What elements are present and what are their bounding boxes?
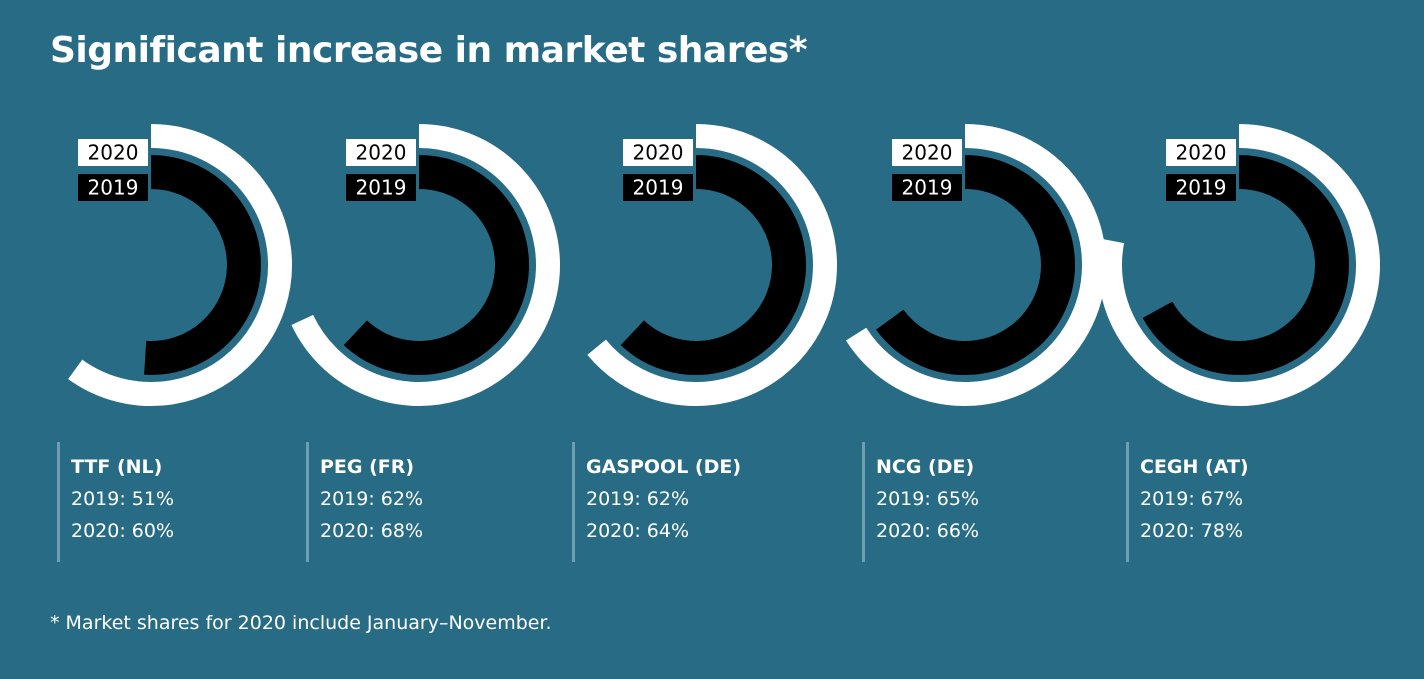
share-2020: 2020: 60%	[71, 520, 175, 542]
market-info: TTF (NL) 2019: 51% 2020: 60%	[57, 442, 174, 562]
legend-label-2020-text: 2020	[356, 141, 407, 165]
legend-label-2019: 2019	[892, 174, 962, 201]
market-name: NCG (DE)	[876, 456, 975, 478]
legend-label-2019-text: 2019	[88, 176, 139, 200]
legend-label-2019: 2019	[1166, 174, 1236, 201]
footnote: * Market shares for 2020 include January…	[50, 612, 552, 634]
share-2020: 2020: 64%	[586, 520, 690, 542]
market-name: TTF (NL)	[71, 456, 163, 478]
arc-2020	[291, 124, 560, 406]
legend-label-2019: 2019	[346, 174, 416, 201]
radial-chart: 2020 2019	[68, 124, 292, 406]
legend-label-2019-text: 2019	[1176, 176, 1227, 200]
legend-label-2020: 2020	[623, 139, 693, 166]
chart-title: Significant increase in market shares*	[50, 30, 808, 71]
legend-label-2020: 2020	[78, 139, 148, 166]
arc-2020	[845, 124, 1106, 406]
market-info: PEG (FR) 2019: 62% 2020: 68%	[306, 442, 423, 562]
legend-label-2019: 2019	[78, 174, 148, 201]
share-2019: 2019: 51%	[71, 488, 175, 510]
arc-2019	[876, 155, 1075, 375]
share-2020: 2020: 78%	[1140, 520, 1244, 542]
share-2020: 2020: 68%	[320, 520, 424, 542]
legend-label-2020-text: 2020	[902, 141, 953, 165]
legend-label-2019: 2019	[623, 174, 693, 201]
legend-label-2020: 2020	[1166, 139, 1236, 166]
market-info: GASPOOL (DE) 2019: 62% 2020: 64%	[572, 442, 741, 562]
arc-2020	[1098, 124, 1380, 406]
market-info: CEGH (AT) 2019: 67% 2020: 78%	[1126, 442, 1249, 562]
market-name: CEGH (AT)	[1140, 456, 1249, 478]
legend-label-2020-text: 2020	[88, 141, 139, 165]
legend-label-2020-text: 2020	[633, 141, 684, 165]
share-2019: 2019: 67%	[1140, 488, 1244, 510]
radial-chart: 2020 2019	[845, 124, 1106, 406]
arc-2019	[620, 155, 806, 375]
radial-chart: 2020 2019	[587, 124, 837, 406]
share-2019: 2019: 65%	[876, 488, 980, 510]
arc-2020	[68, 124, 292, 406]
share-2019: 2019: 62%	[320, 488, 424, 510]
market-info: NCG (DE) 2019: 65% 2020: 66%	[862, 442, 979, 562]
legend-label-2020: 2020	[346, 139, 416, 166]
legend-label-2019-text: 2019	[356, 176, 407, 200]
share-2019: 2019: 62%	[586, 488, 690, 510]
arc-2019	[343, 155, 529, 375]
market-name: PEG (FR)	[320, 456, 415, 478]
arc-2019	[144, 155, 261, 375]
legend-label-2019-text: 2019	[902, 176, 953, 200]
radial-chart: 2020 2019	[1098, 124, 1380, 406]
legend-label-2020: 2020	[892, 139, 962, 166]
market-name: GASPOOL (DE)	[586, 456, 742, 478]
legend-label-2020-text: 2020	[1176, 141, 1227, 165]
arc-2019	[1142, 155, 1349, 375]
legend-label-2019-text: 2019	[633, 176, 684, 200]
arc-2020	[587, 124, 837, 406]
share-2020: 2020: 66%	[876, 520, 980, 542]
radial-chart: 2020 2019	[291, 124, 560, 406]
